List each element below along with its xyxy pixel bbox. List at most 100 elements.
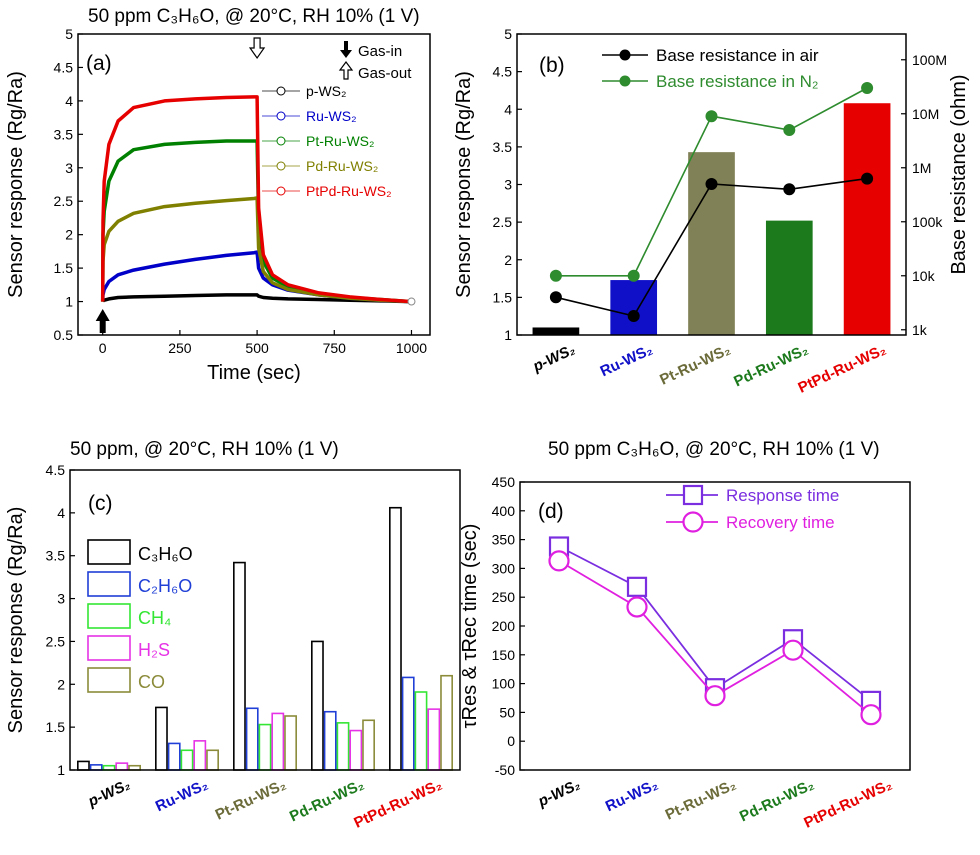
series-point [782,639,804,661]
y-tick-label: 4 [504,101,512,117]
y-tick-label: 5 [504,26,512,42]
bar [155,706,168,771]
x-tick-label: 750 [323,340,347,356]
y-tick-label: 100 [492,676,516,692]
y-tick-label: 3.5 [46,548,66,564]
series-point [549,291,562,304]
y2-tick-label: 1M [912,160,931,176]
category-label: Ru-WS₂ [153,776,211,815]
series-point [861,172,874,185]
series-point [626,576,648,597]
y-tick-label: 4.5 [493,64,513,80]
gas-out-arrow-icon [248,37,266,60]
gas-in-arrow-icon [95,309,110,333]
category-label: Ru-WS₂ [598,341,656,380]
legend-marker [619,49,631,61]
y-tick-label: 1 [65,294,73,310]
y-tick-label: 450 [492,474,516,490]
series-point [783,183,796,196]
legend-marker [276,86,286,96]
category-label: p-WS₂ [530,341,578,376]
end-marker [407,297,416,306]
panel-label: (d) [538,500,564,523]
category-label: Pt-Ru-WS₂ [213,776,289,823]
legend-label: C₃H₆O [138,544,193,564]
y-tick-label: 2 [65,227,73,243]
panel-a-title: 50 ppm C₃H₆O, @ 20°C, RH 10% (1 V) [88,6,420,27]
legend-swatch [87,667,131,693]
y-tick-label: 2 [504,252,512,268]
plot-frame [69,469,461,771]
y-tick-label: 3 [504,177,512,193]
bar [362,719,375,771]
legend-label: H₂S [138,640,170,660]
bar [258,723,272,771]
legend-marker [682,484,704,506]
series-point [861,82,874,95]
y-tick-label: 250 [492,589,516,605]
y-tick-label: 150 [492,647,516,663]
legend-swatch [87,539,131,565]
y-tick-label: 4.5 [46,462,66,478]
panel-a: 0.5 1 1.5 2 2.5 3 3.5 4 4.5 5 0 250 500 750 1000 Time (… [5,26,431,384]
bar [401,676,415,771]
y-tick-label: 2.5 [54,193,74,209]
legend-label: Base resistance in air [656,46,819,65]
category-label: PtPd-Ru-WS₂ [351,776,444,832]
y-tick-label: 400 [492,503,516,519]
x-tick-label: 1000 [396,340,427,356]
series-point [627,309,640,322]
y2-tick-label: 100M [912,52,947,68]
category-label: PtPd-Ru-WS₂ [796,341,889,397]
legend-marker [682,511,704,533]
series-point [704,685,726,707]
y-tick-label: 1.5 [46,719,66,735]
y-tick-label: -50 [495,762,515,778]
bar [414,691,428,771]
series-line [100,196,412,304]
x-tick-label: 0 [99,340,107,356]
legend-swatch [87,635,131,661]
legend-label: Pt-Ru-WS₂ [306,133,374,149]
y-tick-label: 3 [65,160,73,176]
legend-label: C₂H₆O [138,576,192,596]
series-point [626,596,648,618]
y-axis-label: Sensor response (Rg/Ra) [453,71,475,298]
category-label: PtPd-Ru-WS₂ [801,776,894,832]
panel-label: (a) [86,52,112,75]
panel-c: 1 1.5 2 2.5 3 3.5 4 4.5 Sensor response (Rg/Ra) (… [5,462,461,832]
y-tick-label: 2.5 [46,633,66,649]
gas-in-legend-icon [340,41,352,58]
gas-in-label: Gas-in [358,43,402,60]
y2-tick-label: 10M [912,106,939,122]
y-tick-label: 0.5 [54,327,74,343]
panel-c-title: 50 ppm, @ 20°C, RH 10% (1 V) [70,439,339,460]
x-tick-label: 500 [245,340,269,356]
series-point [783,124,796,137]
y-tick-label: 350 [492,532,516,548]
legend-label: Ru-WS₂ [306,108,357,124]
bar [77,760,90,771]
gas-out-legend-icon [338,61,354,80]
bar [245,707,259,771]
y-tick-label: 2.5 [493,214,513,230]
category-label: Pt-Ru-WS₂ [663,776,739,823]
bar [193,740,207,771]
y-tick-label: 4 [65,93,73,109]
y-tick-label: 200 [492,618,516,634]
x-tick-label: 250 [168,340,192,356]
bar [532,327,580,335]
bar [233,561,246,771]
legend-label: p-WS₂ [306,83,346,99]
bar [389,506,402,771]
y-tick-label: 2 [57,676,65,692]
y-tick-label: 5 [65,26,73,42]
y-axis-label: Sensor response (Rg/Ra) [5,71,27,298]
plot-frame [519,481,911,771]
y2-axis-label: Base resistance (ohm) [948,74,970,274]
series-point [549,269,562,282]
bar [180,749,194,771]
category-label: Ru-WS₂ [603,776,661,815]
bar [765,220,813,335]
